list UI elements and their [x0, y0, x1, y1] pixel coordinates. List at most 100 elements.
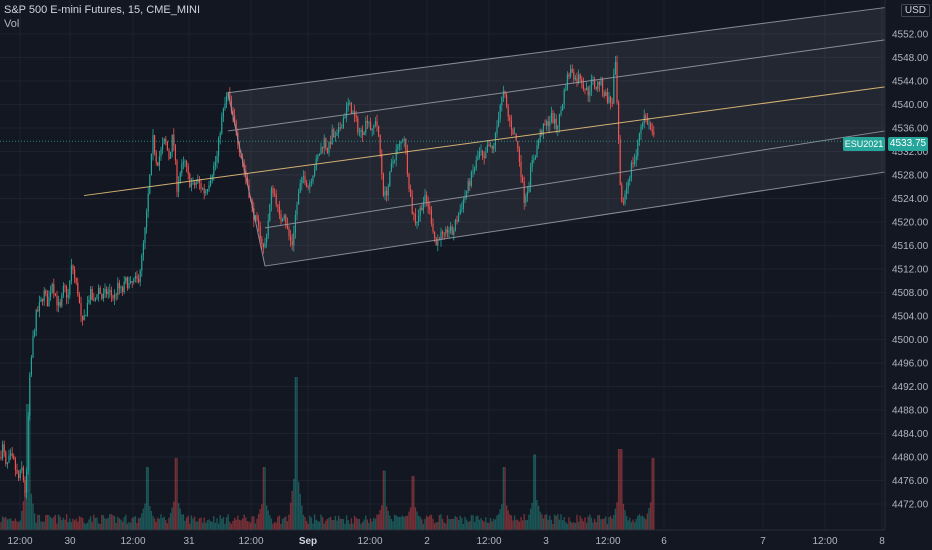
candle-body: [318, 154, 320, 156]
volume-bar: [88, 519, 90, 530]
volume-bar: [53, 516, 55, 530]
volume-bar: [285, 516, 287, 530]
volume-bar: [478, 519, 481, 530]
candle-body: [560, 110, 562, 115]
candle-body: [426, 195, 428, 202]
volume-bar: [73, 520, 76, 530]
volume-bar: [611, 518, 613, 530]
price-axis[interactable]: 4552.00 4548.00 4544.00 4540.00 4536.00 4532.…: [884, 0, 929, 530]
volume-bar: [590, 517, 593, 530]
volume-bar: [152, 515, 154, 530]
volume-bar: [149, 506, 151, 530]
candle-body: [346, 105, 348, 117]
candle-body: [198, 179, 200, 184]
candle-body: [363, 132, 365, 135]
volume-bar: [93, 514, 95, 530]
volume-bar: [651, 458, 653, 530]
channel-inner-lower-line[interactable]: [264, 130, 886, 229]
candle-body: [621, 184, 623, 203]
volume-bar: [616, 502, 618, 530]
price-tick-label: 4544.00: [892, 77, 929, 88]
candle-body: [334, 135, 336, 138]
candle-body: [573, 72, 575, 80]
candle-body: [189, 174, 191, 187]
candle-body: [646, 117, 648, 124]
volume-bar: [69, 518, 71, 530]
candle-body: [157, 162, 159, 166]
candle-body: [405, 138, 407, 150]
candle-body: [192, 182, 194, 184]
channel-inner-upper-line[interactable]: [227, 39, 886, 132]
volume-bar: [161, 517, 164, 530]
volume-bar: [523, 514, 525, 530]
candle-body: [200, 183, 202, 189]
candle-body: [483, 156, 485, 159]
volume-bar: [281, 518, 284, 530]
time-tick-label: 12:00: [595, 536, 620, 547]
time-tick-label: 12:00: [120, 536, 145, 547]
volume-bar: [174, 458, 177, 530]
channel-left-edge[interactable]: [227, 92, 266, 267]
candle-body: [205, 191, 207, 194]
volume-bar: [168, 517, 170, 530]
channel-lower-line[interactable]: [264, 171, 886, 267]
candle-body: [435, 237, 437, 246]
candle-body: [98, 287, 100, 295]
time-axis[interactable]: 12:00 30 12:00 31 12:00 Sep 12:00 2 12:00 3 12:00 6…: [0, 529, 885, 547]
volume-bar: [0, 521, 2, 530]
candle-body: [61, 295, 63, 307]
price-tick-label: 4476.00: [892, 476, 929, 487]
candle-body: [296, 204, 298, 215]
candle-body: [149, 175, 151, 194]
candle-body: [496, 126, 498, 134]
volume-bar: [573, 522, 575, 530]
currency-button[interactable]: USD: [900, 4, 930, 17]
price-tick-label: 4532.00: [892, 147, 929, 158]
candle-body: [293, 232, 295, 246]
candle-body: [474, 168, 476, 171]
volume-bar: [624, 510, 626, 530]
candle-body: [528, 185, 530, 192]
candle-body: [323, 138, 325, 149]
candle-body: [75, 277, 77, 283]
candle-body: [458, 214, 460, 222]
volume-bar: [374, 518, 377, 530]
candle-body: [197, 179, 199, 182]
volume-bar: [467, 521, 469, 530]
volume-bar: [499, 509, 501, 530]
volume-bar: [429, 515, 431, 530]
volume-bar: [309, 515, 311, 530]
candle-body: [230, 99, 232, 112]
volume-bar: [521, 520, 524, 530]
last-price-badge: 4533.75: [888, 137, 928, 151]
candle-body: [485, 152, 487, 159]
candle-body: [258, 219, 260, 227]
volume-bar: [257, 514, 260, 530]
channel-median-line[interactable]: [83, 86, 886, 197]
candle-body: [406, 149, 408, 175]
volume-bar: [608, 517, 610, 530]
volume-bar: [459, 515, 461, 530]
regression-channel[interactable]: [83, 7, 886, 267]
candle-body: [634, 160, 636, 165]
candle-body: [214, 162, 216, 166]
candle-body: [386, 191, 388, 196]
candle-body: [355, 115, 357, 119]
candle-body: [581, 78, 583, 84]
candle-body: [387, 186, 389, 196]
candle-body: [222, 108, 224, 117]
volume-bar: [472, 515, 474, 530]
volume-bar: [483, 521, 485, 530]
volume-bar: [289, 502, 292, 530]
channel-upper-line[interactable]: [227, 7, 886, 94]
candle-body: [371, 128, 373, 130]
price-tick-label: 4512.00: [892, 265, 929, 276]
candle-body: [507, 105, 509, 117]
price-tick-label: 4504.00: [892, 312, 929, 323]
volume-bar: [11, 520, 13, 530]
volume-bar: [94, 517, 97, 530]
candle-body: [570, 68, 572, 77]
volume-bar: [235, 519, 237, 530]
candle-body: [626, 188, 628, 194]
